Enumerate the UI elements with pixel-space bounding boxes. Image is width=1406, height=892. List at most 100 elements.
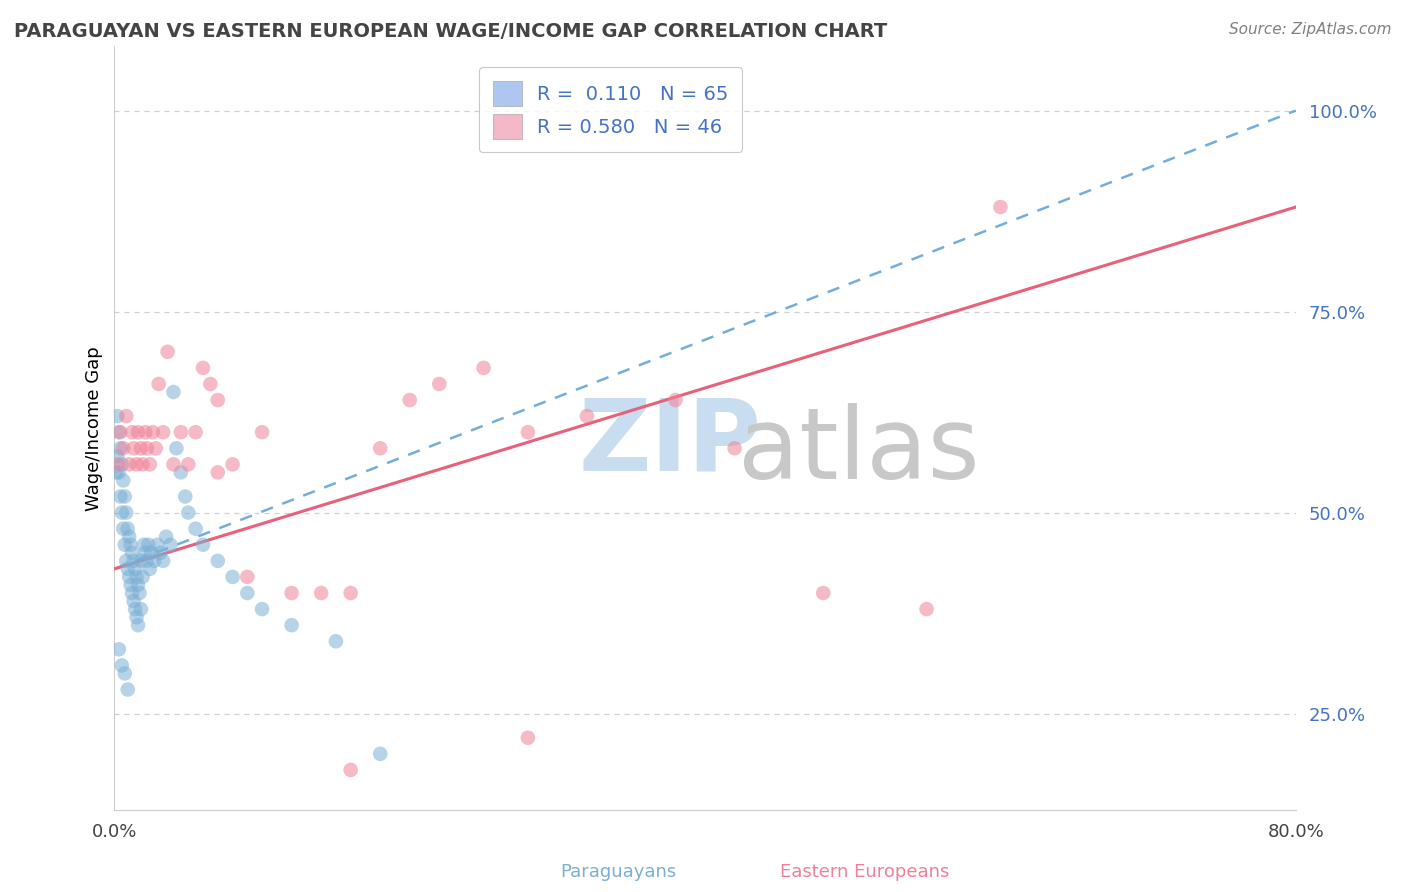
Point: [127, 425, 149, 440]
Point: [200, 376, 222, 391]
Point: [125, 610, 148, 624]
Point: [170, 425, 193, 440]
Point: [146, 538, 169, 552]
Point: [170, 466, 193, 480]
Point: [131, 570, 153, 584]
Point: [368, 747, 391, 761]
Point: [143, 554, 166, 568]
Point: [118, 530, 141, 544]
Point: [221, 570, 243, 584]
Point: [110, 425, 132, 440]
Point: [139, 562, 162, 576]
Text: Eastern Europeans: Eastern Europeans: [780, 863, 949, 881]
Point: [811, 586, 834, 600]
Point: [516, 731, 538, 745]
Point: [155, 530, 177, 544]
Point: [105, 409, 128, 423]
Point: [191, 538, 214, 552]
Point: [915, 602, 938, 616]
Point: [138, 538, 160, 552]
Point: [221, 458, 243, 472]
Point: [121, 586, 143, 600]
Point: [131, 458, 153, 472]
Text: PARAGUAYAN VS EASTERN EUROPEAN WAGE/INCOME GAP CORRELATION CHART: PARAGUAYAN VS EASTERN EUROPEAN WAGE/INCO…: [14, 22, 887, 41]
Point: [111, 506, 134, 520]
Point: [250, 602, 273, 616]
Point: [121, 425, 143, 440]
Point: [127, 618, 149, 632]
Point: [120, 578, 142, 592]
Point: [145, 442, 167, 456]
Point: [132, 538, 155, 552]
Point: [162, 458, 184, 472]
Point: [128, 586, 150, 600]
Point: [207, 392, 229, 407]
Text: ZIP: ZIP: [578, 395, 761, 492]
Point: [575, 409, 598, 423]
Point: [129, 602, 152, 616]
Point: [149, 546, 172, 560]
Point: [191, 360, 214, 375]
Text: Paraguayans: Paraguayans: [561, 863, 676, 881]
Point: [135, 442, 157, 456]
Point: [114, 666, 136, 681]
Text: Source: ZipAtlas.com: Source: ZipAtlas.com: [1229, 22, 1392, 37]
Point: [108, 425, 131, 440]
Point: [139, 458, 162, 472]
Point: [207, 554, 229, 568]
Point: [117, 562, 139, 576]
Point: [104, 466, 127, 480]
Point: [111, 658, 134, 673]
Point: [990, 200, 1012, 214]
Point: [117, 682, 139, 697]
Point: [280, 618, 302, 632]
Point: [236, 586, 259, 600]
Point: [184, 425, 207, 440]
Point: [112, 474, 135, 488]
Point: [115, 506, 138, 520]
Point: [309, 586, 332, 600]
Point: [398, 392, 420, 407]
Point: [134, 425, 156, 440]
Point: [325, 634, 347, 648]
Point: [118, 570, 141, 584]
Point: [108, 466, 131, 480]
Point: [114, 490, 136, 504]
Point: [121, 546, 143, 560]
Point: [110, 442, 132, 456]
Text: atlas: atlas: [738, 402, 980, 500]
Point: [177, 506, 200, 520]
Point: [108, 642, 131, 657]
Point: [339, 763, 361, 777]
Point: [120, 538, 142, 552]
Point: [127, 578, 149, 592]
Point: [250, 425, 273, 440]
Point: [339, 586, 361, 600]
Point: [129, 442, 152, 456]
Point: [112, 442, 135, 456]
Legend: R =  0.110   N = 65, R = 0.580   N = 46: R = 0.110 N = 65, R = 0.580 N = 46: [479, 68, 742, 153]
Point: [280, 586, 302, 600]
Point: [152, 425, 174, 440]
Point: [664, 392, 686, 407]
Point: [122, 594, 145, 608]
Point: [117, 522, 139, 536]
Point: [159, 538, 181, 552]
Point: [162, 384, 184, 399]
Point: [125, 570, 148, 584]
Point: [135, 554, 157, 568]
Point: [165, 442, 187, 456]
Point: [516, 425, 538, 440]
Point: [105, 450, 128, 464]
Point: [124, 562, 146, 576]
Point: [122, 554, 145, 568]
Point: [105, 458, 128, 472]
Point: [124, 602, 146, 616]
Point: [368, 442, 391, 456]
Point: [148, 376, 170, 391]
Point: [125, 458, 148, 472]
Point: [122, 442, 145, 456]
Point: [142, 425, 165, 440]
Point: [236, 570, 259, 584]
Point: [118, 458, 141, 472]
